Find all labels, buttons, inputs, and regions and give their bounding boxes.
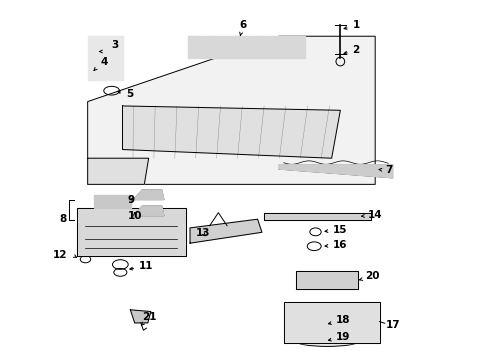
Polygon shape bbox=[133, 206, 163, 216]
Text: 20: 20 bbox=[359, 271, 379, 281]
Polygon shape bbox=[187, 36, 305, 58]
Polygon shape bbox=[77, 208, 185, 256]
Polygon shape bbox=[295, 271, 357, 289]
Text: 11: 11 bbox=[129, 261, 153, 271]
Text: 1: 1 bbox=[344, 21, 359, 30]
Polygon shape bbox=[133, 190, 163, 199]
Polygon shape bbox=[87, 36, 122, 80]
Text: 4: 4 bbox=[101, 57, 108, 67]
Ellipse shape bbox=[295, 336, 358, 346]
Polygon shape bbox=[130, 310, 150, 323]
Text: 2: 2 bbox=[344, 45, 359, 55]
Text: 5: 5 bbox=[118, 89, 133, 99]
Text: 10: 10 bbox=[127, 211, 142, 221]
Text: 15: 15 bbox=[325, 225, 346, 235]
FancyBboxPatch shape bbox=[291, 309, 358, 335]
Polygon shape bbox=[87, 36, 374, 184]
Polygon shape bbox=[264, 213, 370, 220]
Polygon shape bbox=[190, 219, 262, 243]
Text: 9: 9 bbox=[127, 195, 135, 205]
Text: 8: 8 bbox=[60, 214, 67, 224]
Text: 18: 18 bbox=[328, 315, 350, 325]
Polygon shape bbox=[283, 302, 379, 343]
Polygon shape bbox=[279, 165, 392, 178]
Text: 17: 17 bbox=[385, 320, 400, 330]
Text: 21: 21 bbox=[141, 312, 156, 325]
Text: 3: 3 bbox=[111, 40, 119, 50]
Text: 7: 7 bbox=[378, 165, 392, 175]
Text: 13: 13 bbox=[195, 228, 210, 238]
Polygon shape bbox=[94, 195, 131, 208]
Text: 6: 6 bbox=[239, 20, 246, 36]
Text: 14: 14 bbox=[361, 210, 382, 220]
FancyBboxPatch shape bbox=[87, 43, 109, 58]
Text: 12: 12 bbox=[53, 250, 67, 260]
Polygon shape bbox=[122, 106, 340, 158]
FancyBboxPatch shape bbox=[87, 64, 99, 76]
Polygon shape bbox=[87, 158, 148, 184]
Text: 16: 16 bbox=[325, 240, 346, 250]
Text: 19: 19 bbox=[328, 332, 349, 342]
